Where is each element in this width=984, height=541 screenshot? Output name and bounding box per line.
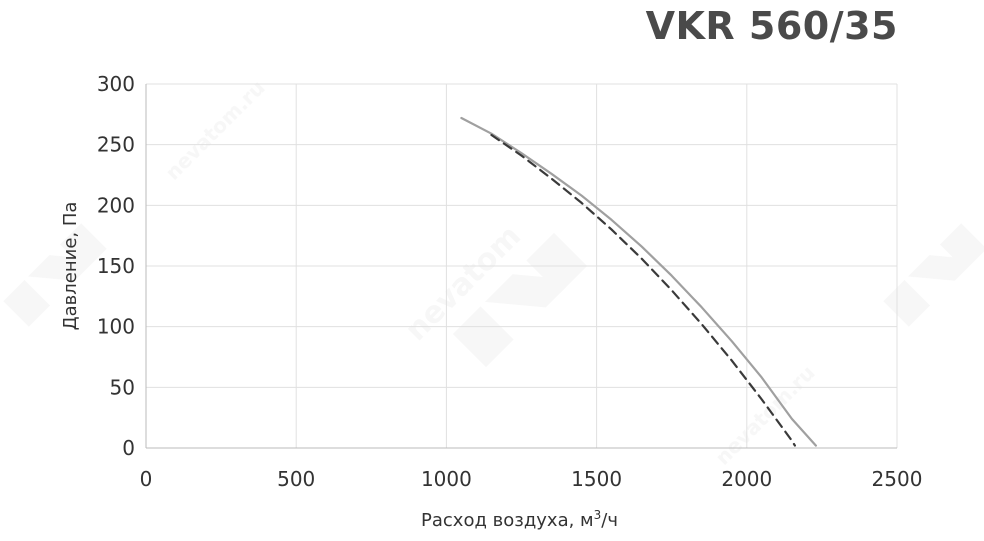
y-tick-label: 300 (97, 72, 135, 96)
watermark-logo-diagonal (485, 274, 574, 308)
watermark-logo-bar-left (883, 279, 931, 327)
x-tick-label: 2500 (872, 467, 923, 491)
y-tick-label: 150 (97, 254, 135, 278)
watermark-logo-diagonal (28, 255, 97, 281)
chart-title: VKR 560/35 (645, 4, 898, 48)
watermark-logo-diagonal (908, 255, 977, 281)
watermark-logo-3 (452, 232, 588, 368)
series-line-solid (460, 116, 818, 447)
watermark-logo-bar-right (59, 223, 107, 271)
watermark-logo-bar-right (939, 223, 984, 271)
y-tick-label: 0 (122, 436, 135, 460)
watermark-logo-1 (3, 223, 107, 327)
watermark-logo-bar-left (452, 306, 514, 368)
y-tick-label: 50 (110, 375, 135, 399)
y-tick-label: 200 (97, 193, 135, 217)
x-tick-label: 0 (140, 467, 153, 491)
y-tick-label: 100 (97, 315, 135, 339)
watermark-text-1: nevatom.ru (161, 76, 270, 185)
y-axis-label: Давление, Па (60, 202, 81, 331)
x-tick-label: 500 (277, 467, 315, 491)
x-axis-label: Расход воздуха, м3/ч (421, 508, 618, 531)
watermark-logo-bar-left (3, 279, 51, 327)
series-line-dashed (490, 133, 797, 447)
x-tick-label: 2000 (721, 467, 772, 491)
watermark-text-3: nevatom.ru (711, 361, 820, 470)
watermark-logo-2 (883, 223, 984, 327)
x-tick-label: 1500 (571, 467, 622, 491)
watermark-logo-bar-right (526, 232, 588, 294)
x-tick-label: 1000 (421, 467, 472, 491)
y-tick-label: 250 (97, 133, 135, 157)
